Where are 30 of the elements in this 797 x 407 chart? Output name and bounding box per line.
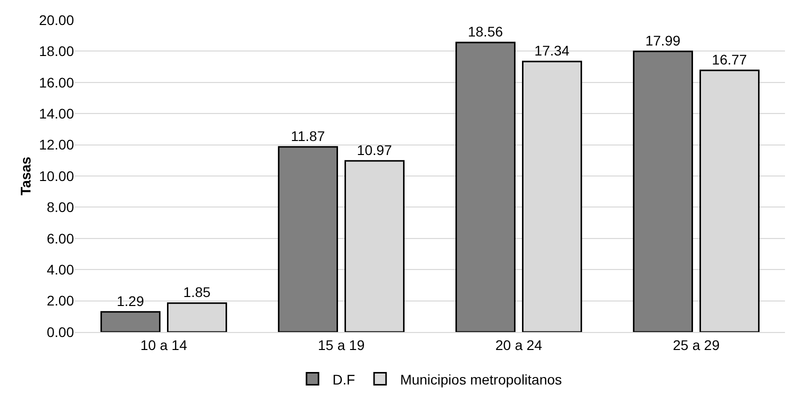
legend-label: Municipios metropolitanos <box>400 371 562 388</box>
data-label: 1.85 <box>183 284 211 300</box>
bar <box>278 146 338 332</box>
data-label: 16.77 <box>712 51 748 68</box>
data-label: 18.56 <box>468 23 504 40</box>
data-label: 17.99 <box>645 32 681 48</box>
bar <box>632 50 694 332</box>
y-tick-label: 18.00 <box>38 43 74 60</box>
data-label: 17.34 <box>534 42 570 58</box>
x-tick-label: 15 a 19 <box>318 336 365 353</box>
y-tick-label: 12.00 <box>38 136 74 153</box>
y-tick-label: 10.00 <box>38 168 74 184</box>
y-tick-label: 6.00 <box>46 230 74 246</box>
y-axis-title: Tasas <box>18 156 34 196</box>
legend-label: D.F <box>332 371 356 388</box>
y-tick-label: 14.00 <box>38 106 74 122</box>
y-tick-label: 4.00 <box>46 262 74 278</box>
x-tick-label: 25 a 29 <box>672 336 720 353</box>
data-label: 11.87 <box>290 128 326 144</box>
x-tick-label: 20 a 24 <box>495 336 542 353</box>
y-tick-label: 2.00 <box>46 292 74 309</box>
y-tick-label: 20.00 <box>38 12 74 28</box>
bar <box>100 311 161 332</box>
data-label: 10.97 <box>356 142 392 158</box>
data-label: 1.29 <box>116 292 144 309</box>
y-tick-label: 16.00 <box>38 74 74 90</box>
bar <box>455 42 516 332</box>
x-tick-label: 10 a 14 <box>140 336 188 353</box>
y-tick-label: 0.00 <box>46 324 74 340</box>
y-tick-label: 8.00 <box>46 199 74 216</box>
